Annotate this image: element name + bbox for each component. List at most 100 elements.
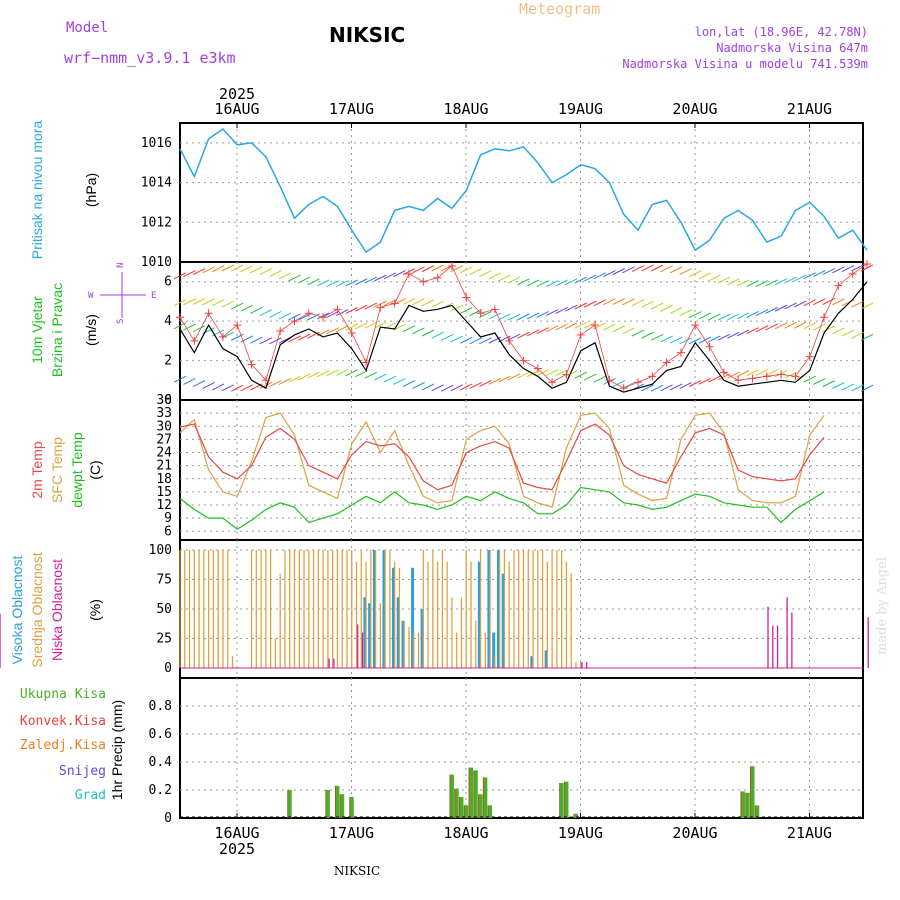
y-tick-label: 1014 [141, 176, 172, 191]
wind-arrow [851, 264, 864, 272]
wind-arrow [793, 300, 807, 308]
wind-arrow [555, 306, 568, 314]
wind-arrow [679, 381, 692, 389]
wind-arrow [288, 274, 301, 282]
wind-arrow [679, 268, 692, 276]
wind-arrow [307, 313, 320, 321]
wind-arrow [669, 266, 683, 274]
wind-arrow [813, 378, 826, 385]
precip-bar [740, 791, 745, 818]
wind-arrow [202, 266, 215, 274]
precip-bar [483, 777, 488, 818]
precip-legend-item: Grad [75, 788, 106, 803]
wind-arrow [584, 373, 597, 381]
wind-arrow [564, 370, 578, 378]
y-tick-label: 1012 [141, 215, 172, 230]
wind-arrow [622, 327, 635, 335]
wind-arrow [412, 327, 425, 335]
wind-arrow [450, 265, 463, 273]
wind-arrow [545, 280, 559, 288]
wind-arrow [259, 309, 273, 317]
wind-arrow [364, 371, 378, 379]
wind-arrow [755, 280, 769, 288]
wind-arrow [641, 384, 654, 392]
wind-arrow [374, 373, 387, 381]
y-tick-label: 0.6 [149, 727, 172, 742]
wind-arrow [269, 270, 282, 278]
wind-arrow [460, 307, 473, 314]
y-tick-label: 0 [164, 811, 172, 826]
wind-arrow [564, 322, 578, 330]
wind-arrow [612, 268, 626, 275]
lonlat: lon,lat (18.96E, 42.78N) [694, 25, 868, 39]
wind-arrow [221, 384, 234, 392]
wind-arrow [183, 270, 196, 278]
wind-arrow [202, 298, 215, 306]
wind-arrow [784, 321, 797, 329]
year-bottom: 2025 [219, 840, 255, 858]
wind-arrow [746, 280, 759, 288]
wind-arrow [803, 272, 816, 280]
wind-arrow [555, 279, 568, 287]
compass-n: N [116, 263, 126, 268]
cloud-unit: (%) [87, 599, 103, 621]
y-tick-label: 0.2 [149, 783, 172, 798]
wind-arrow [335, 280, 349, 288]
wind-arrow [183, 377, 196, 385]
wind-arrow [383, 299, 397, 307]
wind-arrow [460, 336, 473, 344]
altitude: Nadmorska Visina 647m [716, 41, 868, 55]
wind-arrow [469, 337, 483, 345]
wind-arrow [240, 265, 254, 273]
wind-arrow [641, 331, 654, 339]
wind-arrow [355, 304, 368, 312]
precip-legend-item: Snijeg [59, 764, 106, 779]
wind-arrow [755, 368, 769, 376]
wind-arrow [822, 325, 836, 333]
wind-arrow [278, 272, 292, 280]
wind-arrow [860, 302, 874, 310]
wind-arrow [240, 304, 254, 312]
wind-arrow [479, 380, 492, 387]
wind-arrow [431, 384, 444, 392]
wind-arrow [765, 306, 778, 314]
wind-arrow [316, 370, 330, 378]
wind-arrow [851, 300, 864, 308]
wind-arrow [211, 383, 225, 391]
wind-arrow [555, 323, 568, 331]
wind-arrow [278, 312, 292, 320]
station-title: NIKSIC [329, 23, 406, 47]
wind-arrow [250, 266, 263, 274]
wind-arrow [269, 337, 282, 345]
wind-arrow [479, 337, 492, 345]
footer-station: NIKSIC [334, 864, 380, 878]
wind-arrow [603, 270, 616, 277]
wind-arrow [469, 309, 483, 317]
wind-arrow [297, 333, 311, 341]
wind-arrow [803, 322, 816, 330]
wind-arrow [689, 380, 702, 387]
wind-arrow [832, 382, 845, 389]
wind-arrow [498, 274, 511, 282]
wind-arrow [803, 299, 816, 307]
wind-arrow [860, 333, 874, 341]
wind-arrow [784, 371, 797, 379]
y-tick-label: 0.8 [149, 699, 172, 714]
year-top: 2025 [219, 85, 255, 103]
wind-arrow [689, 311, 702, 318]
temp-label2: SFC Temp [49, 437, 65, 503]
wind-arrow [774, 278, 788, 286]
wind-arrow [173, 272, 187, 280]
wind-arrow [269, 380, 282, 387]
wind-arrow [669, 383, 683, 391]
precip-bar [755, 805, 760, 818]
y-tick-label: 6 [164, 275, 172, 290]
wind-arrow [660, 265, 673, 273]
wind-arrow [412, 298, 425, 306]
precip-bar [473, 770, 478, 818]
wind-arrow [698, 272, 712, 280]
wind-arrow [345, 369, 358, 377]
wind-arrow [326, 369, 339, 377]
wind-arrow [250, 306, 263, 314]
y-tick-label: 1010 [141, 255, 172, 270]
